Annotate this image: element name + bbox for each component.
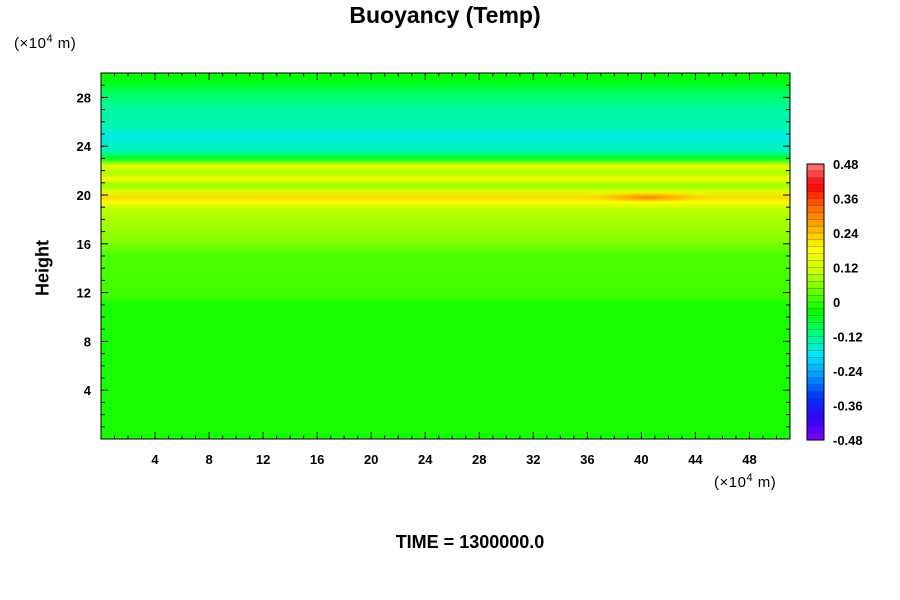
x-tick-label-32: 32 <box>526 452 540 467</box>
x-tick-label-12: 12 <box>256 452 270 467</box>
y-unit-exponent: 4 <box>46 33 54 45</box>
x-tick-label-24: 24 <box>418 452 433 467</box>
colorbar-segment-39 <box>806 432 825 441</box>
colorbar-segment-16 <box>806 274 825 282</box>
colorbar-segment-14 <box>806 260 825 269</box>
colorbar-segment-38 <box>806 426 825 434</box>
heatmap-field-fill <box>101 73 790 439</box>
colorbar-segment-25 <box>806 336 825 344</box>
colorbar-segment-1 <box>806 170 825 179</box>
colorbar-segment-22 <box>806 315 825 324</box>
x-unit-suffix: m) <box>753 474 777 491</box>
x-tick-label-8: 8 <box>205 452 212 467</box>
colorbar-segment-21 <box>806 308 825 317</box>
y-tick-label-20: 20 <box>77 188 91 203</box>
x-tick-label-16: 16 <box>310 452 324 467</box>
colorbar-segment-34 <box>806 398 825 407</box>
y-tick-label-8: 8 <box>84 334 91 349</box>
colorbar-label-1: 0.36 <box>833 192 858 207</box>
colorbar-segment-26 <box>806 343 825 351</box>
colorbar-segment-5 <box>806 198 825 206</box>
colorbar-segment-3 <box>806 184 825 193</box>
colorbar-label-7: -0.36 <box>833 399 863 414</box>
x-tick-label-48: 48 <box>742 452 756 467</box>
colorbar-label-8: -0.48 <box>833 433 863 448</box>
x-tick-label-4: 4 <box>151 452 159 467</box>
colorbar-label-4: 0 <box>833 295 840 310</box>
colorbar-segment-7 <box>806 212 825 220</box>
x-tick-label-28: 28 <box>472 452 486 467</box>
time-label: TIME = 1300000.0 <box>395 532 545 552</box>
colorbar-segment-32 <box>806 384 825 393</box>
y-tick-label-16: 16 <box>77 237 91 252</box>
colorbar-segment-9 <box>806 225 825 234</box>
colorbar: 0.48 0.36 0.24 0.12 0 -0.12 -0.24 -0.36 -0.48 <box>806 157 863 448</box>
colorbar-segment-29 <box>806 363 825 372</box>
y-tick-label-4: 4 <box>84 383 92 398</box>
heatmap-hotspot <box>588 192 709 203</box>
y-axis-ticks: 4 8 12 16 20 24 28 <box>77 84 790 428</box>
colorbar-segment-19 <box>806 294 825 303</box>
x-tick-label-20: 20 <box>364 452 378 467</box>
y-tick-label-28: 28 <box>77 90 91 105</box>
colorbar-segment-15 <box>806 267 825 275</box>
chart-title: Buoyancy (Temp) <box>349 2 541 28</box>
x-tick-label-40: 40 <box>634 452 648 467</box>
x-tick-label-36: 36 <box>580 452 594 467</box>
colorbar-segment-6 <box>806 205 825 213</box>
colorbar-segment-10 <box>806 232 825 241</box>
colorbar-segment-33 <box>806 391 825 400</box>
colorbar-segment-13 <box>806 253 825 262</box>
heatmap-field <box>101 73 790 439</box>
colorbar-border <box>806 163 825 441</box>
colorbar-segment-27 <box>806 350 825 358</box>
y-unit-prefix: (×10 <box>14 35 47 52</box>
colorbar-segment-23 <box>806 322 825 331</box>
y-unit-suffix: m) <box>53 35 77 52</box>
colorbar-segment-24 <box>806 329 825 338</box>
x-tick-label-44: 44 <box>688 452 703 467</box>
colorbar-segment-31 <box>806 377 825 386</box>
colorbar-segment-8 <box>806 219 825 227</box>
colorbar-segment-4 <box>806 191 825 200</box>
colorbar-label-5: -0.12 <box>833 330 863 345</box>
colorbar-label-3: 0.12 <box>833 261 858 276</box>
colorbar-segment-35 <box>806 405 825 413</box>
y-tick-label-12: 12 <box>77 286 91 301</box>
colorbar-label-6: -0.24 <box>833 364 863 379</box>
colorbar-label-0: 0.48 <box>833 157 858 172</box>
colorbar-segment-20 <box>806 301 825 310</box>
colorbar-segment-11 <box>806 239 825 248</box>
colorbar-segment-12 <box>806 246 825 255</box>
colorbar-segment-28 <box>806 357 825 365</box>
colorbar-segment-18 <box>806 288 825 296</box>
x-axis-ticks: 4 8 12 16 20 24 28 32 36 40 44 48 <box>114 73 777 467</box>
colorbar-segment-37 <box>806 419 825 427</box>
y-tick-label-24: 24 <box>77 139 92 154</box>
colorbar-segment-2 <box>806 177 825 186</box>
x-unit-exponent: 4 <box>746 472 754 484</box>
x-axis-unit: (×104 m) <box>714 472 776 491</box>
colorbar-label-2: 0.24 <box>833 226 859 241</box>
colorbar-segment-17 <box>806 281 825 289</box>
x-unit-prefix: (×10 <box>714 474 747 491</box>
colorbar-segment-30 <box>806 370 825 379</box>
colorbar-segment-36 <box>806 412 825 420</box>
y-axis-unit: (×104 m) <box>14 33 76 52</box>
colorbar-segment-0 <box>806 163 825 172</box>
